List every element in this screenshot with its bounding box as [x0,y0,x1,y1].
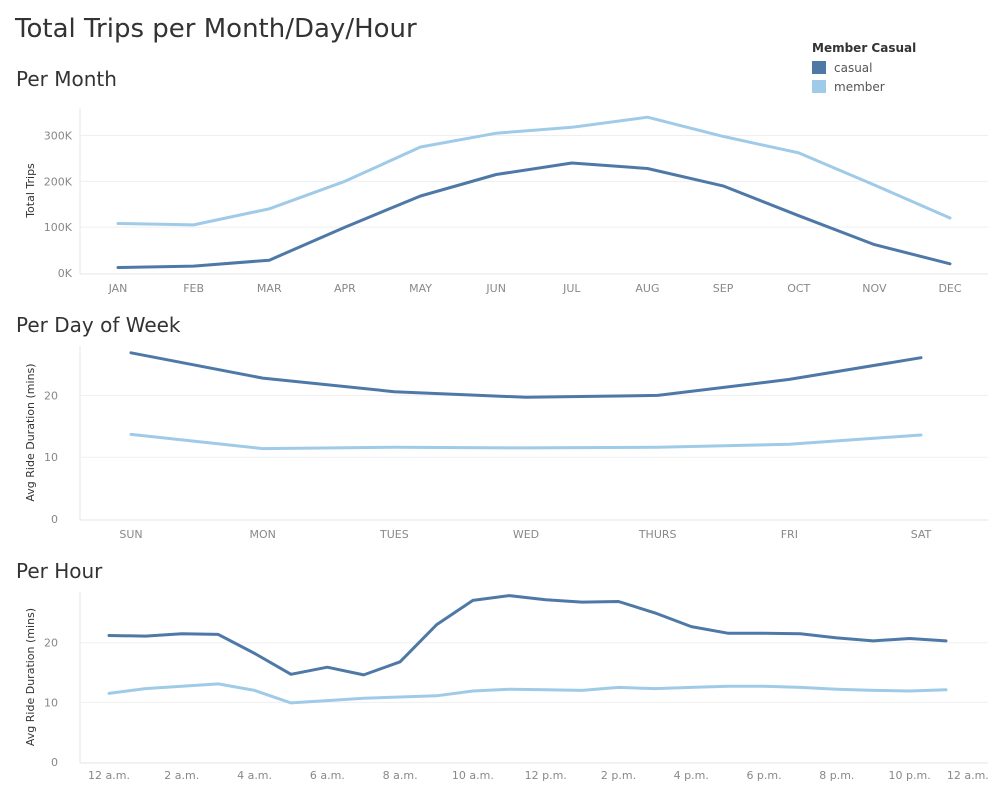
x-tick-label: 8 a.m. [383,769,418,782]
y-axis-title: Avg Ride Duration (mins) [24,608,37,746]
x-tick-label: APR [334,282,356,295]
legend-swatch-casual [812,61,826,74]
x-tick-label: THURS [638,528,677,541]
x-tick-label: AUG [635,282,659,295]
legend-label-casual: casual [834,60,873,75]
legend-label-member: member [834,79,885,94]
y-tick-label: 20 [44,637,58,650]
x-tick-label: JAN [108,282,128,295]
x-tick-label: FEB [183,282,204,295]
y-tick-label: 0 [51,513,58,526]
page-title: Total Trips per Month/Day/Hour [15,14,417,44]
x-tick-label: SEP [713,282,734,295]
legend-swatch-member [812,80,826,93]
legend-item-member[interactable]: member [812,77,916,96]
y-axis-title: Total Trips [24,163,37,219]
legend-item-casual[interactable]: casual [812,58,916,77]
y-tick-label: 20 [44,389,58,402]
series-line-member[interactable] [116,115,952,227]
legend-title: Member Casual [812,41,917,55]
y-axis-title: Avg Ride Duration (mins) [24,363,37,501]
series-line-member[interactable] [129,432,923,451]
x-tick-label: SAT [911,528,932,541]
x-tick-label: 10 p.m. [889,769,931,782]
series-line-casual[interactable] [129,351,923,399]
y-tick-label: 300K [44,130,73,143]
series-line-casual[interactable] [116,161,952,269]
chart-title: Per Day of Week [16,313,181,337]
chart-title: Per Month [16,67,117,91]
y-tick-label: 0 [51,756,58,769]
x-tick-label: 2 a.m. [164,769,199,782]
series-line-casual[interactable] [107,594,948,677]
chart-panel-0: Per Month 0K 100K 200K 300K Total Trips JAN FEB… [16,67,988,295]
x-tick-label: 12 a.m. [947,769,989,782]
x-tick-label: 12 p.m. [525,769,567,782]
x-tick-label: 2 p.m. [601,769,636,782]
legend[interactable]: Member Casual casual member [812,41,916,96]
x-tick-label: 6 p.m. [746,769,781,782]
x-tick-label: MON [249,528,275,541]
x-tick-label: 8 p.m. [819,769,854,782]
x-tick-label: 12 a.m. [88,769,130,782]
y-tick-label: 10 [44,451,58,464]
y-tick-label: 0K [58,267,73,280]
x-tick-label: NOV [862,282,887,295]
x-tick-label: OCT [787,282,810,295]
y-tick-label: 200K [44,175,73,188]
x-tick-label: WED [513,528,539,541]
chart-panel-1: Per Day of Week 0 10 20 Avg Ride Duration (m… [16,313,988,541]
x-tick-label: MAR [257,282,282,295]
series-line-member[interactable] [107,682,948,705]
x-tick-label: TUES [379,528,409,541]
x-tick-label: 6 a.m. [310,769,345,782]
chart-panel-2: Per Hour 0 10 20 Avg Ride Duration (mins) 12 … [16,559,989,782]
x-tick-label: JUN [485,282,506,295]
x-tick-label: FRI [781,528,798,541]
x-tick-label: SUN [119,528,142,541]
chart-title: Per Hour [16,559,103,583]
x-tick-label: 10 a.m. [452,769,494,782]
y-tick-label: 10 [44,696,58,709]
y-tick-label: 100K [44,221,73,234]
x-tick-label: DEC [938,282,961,295]
x-tick-label: MAY [409,282,432,295]
x-tick-label: 4 a.m. [237,769,272,782]
x-tick-label: 4 p.m. [674,769,709,782]
x-tick-label: JUL [562,282,581,295]
